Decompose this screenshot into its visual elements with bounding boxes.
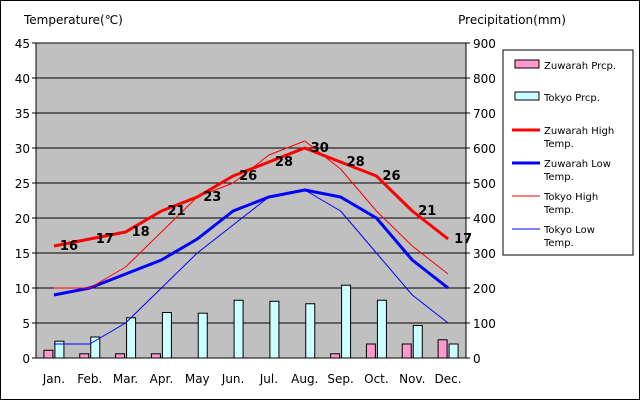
right-tick-label: 200	[473, 282, 496, 296]
bar-zuwarah-prcp-feb	[79, 353, 90, 359]
legend-item-tokyo-low-temp: Tokyo Low Temp.	[512, 225, 595, 249]
right-tick-label: 500	[473, 177, 496, 191]
left-tick-label: 0	[22, 352, 30, 366]
x-tick-label: Oct.	[364, 372, 389, 386]
bar-tokyo-prcp-oct	[376, 299, 387, 359]
legend-label: Temp.	[543, 205, 574, 216]
bar-tokyo-prcp-dec	[448, 343, 459, 359]
data-label-nov: 21	[418, 204, 436, 219]
bar-tokyo-prcp-jun	[233, 299, 244, 359]
data-label-dec: 17	[454, 232, 472, 247]
x-tick-label: Jun.	[221, 372, 245, 386]
right-tick-label: 100	[473, 317, 496, 331]
bar-tokyo-prcp-apr	[161, 312, 172, 359]
data-label-apr: 21	[167, 204, 185, 219]
data-label-mar: 18	[132, 225, 150, 240]
data-label-sep: 28	[347, 155, 365, 170]
x-tick-label: Mar.	[113, 372, 138, 386]
data-label-may: 23	[203, 190, 221, 205]
bar-tokyo-prcp-mar	[126, 317, 137, 359]
right-tick-label: 0	[473, 352, 481, 366]
bar-zuwarah-prcp-jan	[43, 349, 54, 359]
data-label-jun: 26	[239, 169, 257, 184]
left-tick-label: 35	[15, 107, 30, 121]
left-tick-label: 20	[15, 212, 30, 226]
right-tick-label: 400	[473, 212, 496, 226]
legend-item-zuwarah-prcp: Zuwarah Prcp.	[514, 59, 616, 72]
x-tick-label: Feb.	[77, 372, 102, 386]
line-tokyo-low-temp	[53, 189, 449, 345]
data-label-aug: 30	[311, 141, 329, 156]
legend-swatch	[514, 59, 540, 69]
legend-item-zuwarah-high-temp: Zuwarah High Temp.	[512, 126, 614, 150]
data-label-jan: 16	[60, 239, 78, 254]
left-tick-label: 15	[15, 247, 30, 261]
left-tick-label: 5	[22, 317, 30, 331]
legend-item-tokyo-prcp: Tokyo Prcp.	[514, 91, 600, 104]
bar-tokyo-prcp-aug	[305, 303, 316, 359]
bar-tokyo-prcp-may	[197, 312, 208, 359]
legend-label: Temp.	[543, 139, 574, 150]
bar-zuwarah-prcp-oct	[365, 343, 376, 359]
legend-item-tokyo-high-temp: Tokyo High Temp.	[512, 192, 598, 216]
legend-box	[502, 49, 634, 256]
right-tick-label: 600	[473, 142, 496, 156]
right-tick-label: 800	[473, 72, 496, 86]
line-zuwarah-low-temp	[53, 188, 450, 297]
right-tick-label: 900	[473, 37, 496, 51]
legend-label: Zuwarah High	[544, 126, 614, 137]
legend-label: Zuwarah Prcp.	[544, 61, 616, 72]
bar-zuwarah-prcp-dec	[437, 339, 448, 359]
legend-label: Zuwarah Low	[544, 159, 611, 170]
line-tokyo-high-temp	[53, 140, 449, 289]
x-tick-label: Apr.	[150, 372, 173, 386]
x-tick-label: Aug.	[291, 372, 318, 386]
x-tick-label: Jul.	[259, 372, 278, 386]
legend-label: Tokyo High	[543, 192, 598, 203]
bar-zuwarah-prcp-nov	[401, 343, 412, 359]
plot-area	[36, 43, 466, 358]
bar-tokyo-prcp-sep	[341, 284, 352, 359]
bar-tokyo-prcp-jul	[269, 300, 280, 359]
bar-zuwarah-prcp-mar	[115, 353, 126, 359]
right-tick-label: 300	[473, 247, 496, 261]
x-tick-label: Nov.	[399, 372, 425, 386]
bar-zuwarah-prcp-sep	[330, 353, 341, 359]
legend-swatch	[514, 91, 540, 101]
x-tick-label: Jan.	[42, 372, 65, 386]
legend-label: Temp.	[543, 238, 574, 249]
x-tick-label: May	[185, 372, 210, 386]
left-tick-label: 30	[15, 142, 30, 156]
left-tick-label: 40	[15, 72, 30, 86]
legend-label: Tokyo Prcp.	[543, 93, 600, 104]
x-tick-label: Dec.	[435, 372, 462, 386]
right-axis-title: Precipitation(mm)	[458, 13, 566, 27]
left-tick-label: 25	[15, 177, 30, 191]
bar-tokyo-prcp-nov	[412, 324, 423, 359]
data-label-oct: 26	[382, 169, 400, 184]
legend-label: Tokyo Low	[543, 225, 595, 236]
legend-item-zuwarah-low-temp: Zuwarah Low Temp.	[512, 159, 611, 183]
legend-label: Temp.	[543, 172, 574, 183]
left-axis-title: Temperature(℃)	[23, 13, 123, 27]
bar-tokyo-prcp-feb	[90, 336, 101, 359]
bar-zuwarah-prcp-apr	[150, 353, 161, 359]
left-tick-label: 10	[15, 282, 30, 296]
data-label-jul: 28	[275, 155, 293, 170]
right-tick-label: 700	[473, 107, 496, 121]
x-tick-label: Sep.	[327, 372, 353, 386]
left-tick-label: 45	[15, 37, 30, 51]
data-label-feb: 17	[96, 232, 114, 247]
